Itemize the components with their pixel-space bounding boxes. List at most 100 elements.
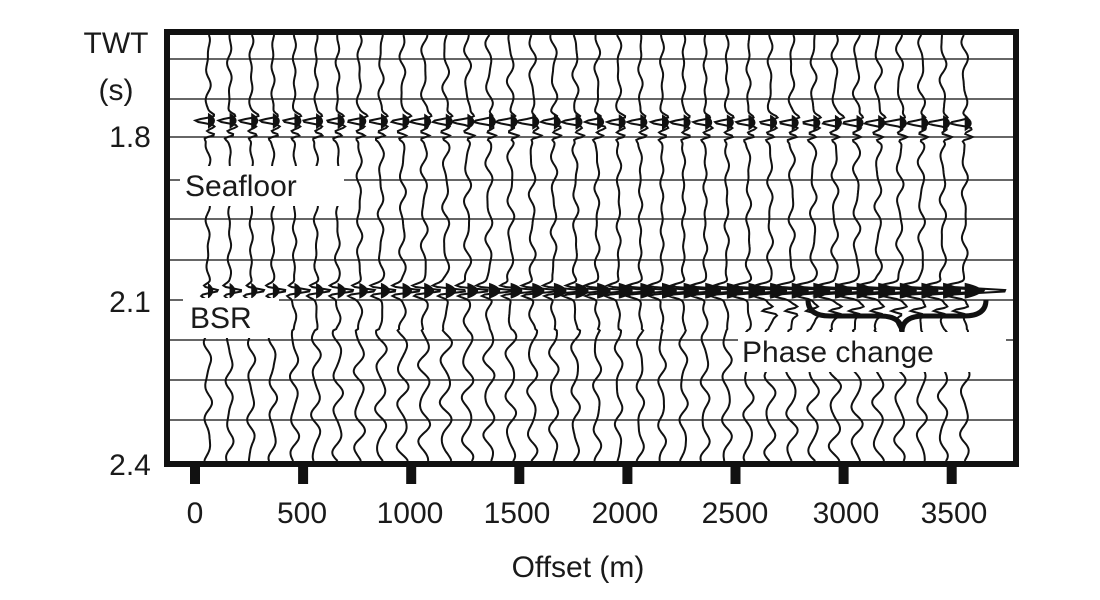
x-tick-label: 2500: [702, 497, 769, 530]
reflection-lobe: [640, 114, 648, 131]
seismic-trace: [281, 34, 312, 462]
seismic-trace: [430, 34, 467, 462]
x-axis-tick-marks: [190, 464, 957, 484]
reflection-lobe: [553, 113, 561, 130]
phase-change-brace: [805, 299, 989, 333]
reflection-lobe: [510, 282, 523, 299]
reflection-lobe: [489, 113, 497, 130]
reflection-lobe: [597, 114, 605, 131]
reflection-lobe: [618, 114, 626, 131]
reflection-lobe: [770, 114, 778, 131]
reflection-lobe: [748, 114, 756, 131]
reflection-lobe: [943, 115, 951, 132]
x-tick-mark: [730, 464, 741, 484]
seismic-trace: [728, 35, 782, 462]
seismic-traces: [192, 34, 1007, 462]
seismic-trace: [623, 34, 669, 462]
seismic-trace: [192, 34, 220, 462]
seismic-trace: [602, 34, 649, 462]
x-tick-mark: [190, 464, 200, 484]
seismic-trace: [879, 34, 938, 462]
seismic-trace: [857, 34, 916, 462]
reflection-lobe: [424, 113, 432, 130]
seismic-trace: [216, 35, 243, 462]
reflection-lobe: [272, 112, 280, 129]
seismic-trace: [302, 34, 332, 462]
reflection-lobe: [899, 114, 907, 131]
x-tick-label: 2000: [592, 497, 659, 530]
seismic-trace: [581, 34, 625, 462]
reflection-lobe: [380, 282, 390, 299]
reflection-lobe: [402, 113, 410, 130]
seismic-trace: [368, 34, 397, 462]
reflection-lobe: [251, 282, 258, 299]
reflection-lobe: [813, 114, 821, 131]
seismic-trace: [707, 34, 762, 462]
reflection-lobe: [316, 282, 324, 299]
x-tick-mark: [838, 464, 849, 484]
seismic-trace: [471, 34, 513, 462]
reflection-lobe: [553, 282, 567, 299]
reflection-lobe: [337, 113, 345, 130]
x-tick-label: 1000: [377, 497, 444, 530]
reflection-lobe: [683, 114, 691, 131]
reflection-lobe: [467, 282, 479, 299]
phase-change-label: Phase change: [742, 336, 934, 369]
seismic-trace: [665, 34, 716, 462]
reflection-lobe: [424, 282, 434, 299]
x-tick-label: 3000: [813, 497, 880, 530]
reflection-lobe: [337, 282, 346, 299]
x-tick-label: 1500: [484, 497, 551, 530]
phase-change-label-bg: [738, 332, 1006, 372]
reflection-lobe: [834, 114, 842, 131]
y-axis-title-line2: (s): [99, 74, 134, 107]
x-tick-mark: [406, 464, 417, 484]
seismic-trace: [944, 34, 1007, 462]
reflection-lobe: [726, 114, 734, 131]
reflection-lobe: [532, 113, 540, 130]
x-axis-title: Offset (m): [512, 551, 645, 584]
reflection-lobe: [359, 282, 368, 299]
reflection-lobe: [705, 114, 713, 131]
x-tick-label: 500: [277, 497, 327, 530]
reflection-lobe: [878, 114, 886, 131]
reflection-lobe: [359, 113, 367, 130]
bsr-label-bg: [183, 298, 279, 338]
reflection-lobe: [251, 112, 259, 129]
plot-frame: [164, 29, 1019, 467]
bsr-label: BSR: [190, 302, 252, 335]
reflection-lobe: [207, 112, 215, 129]
reflection-lobe: [489, 282, 501, 299]
reflection-lobe: [229, 112, 237, 129]
reflection-lobe: [467, 113, 475, 130]
seismic-trace: [449, 34, 489, 462]
x-tick-label: 0: [187, 497, 204, 530]
seismic-trace: [257, 34, 287, 462]
reflection-lobe: [791, 114, 799, 131]
seismic-trace: [346, 34, 377, 462]
reflection-lobe: [532, 282, 545, 299]
seismic-trace: [493, 34, 537, 462]
reflection-lobe: [921, 115, 929, 132]
x-tick-mark: [298, 464, 309, 484]
reflection-lobe: [316, 113, 324, 130]
seismic-trace: [538, 34, 582, 462]
reflection-lobe: [856, 114, 864, 131]
reflection-lobe: [402, 282, 412, 299]
seismic-trace: [513, 34, 558, 462]
x-tick-mark: [946, 464, 957, 484]
reflection-lobe: [294, 282, 302, 299]
x-tick-mark: [514, 464, 525, 484]
reflection-lobe: [964, 115, 972, 132]
seismic-trace: [768, 34, 826, 462]
seismic-trace: [237, 34, 266, 462]
reflection-lobe: [272, 282, 280, 299]
reflection-lobe: [661, 114, 669, 131]
y-tick-label: 2.4: [109, 449, 151, 482]
seismic-trace: [408, 34, 442, 462]
x-tick-label: 3500: [921, 497, 988, 530]
reflection-lobe: [380, 113, 388, 130]
seismic-trace: [749, 34, 805, 462]
seismic-trace: [687, 34, 737, 462]
